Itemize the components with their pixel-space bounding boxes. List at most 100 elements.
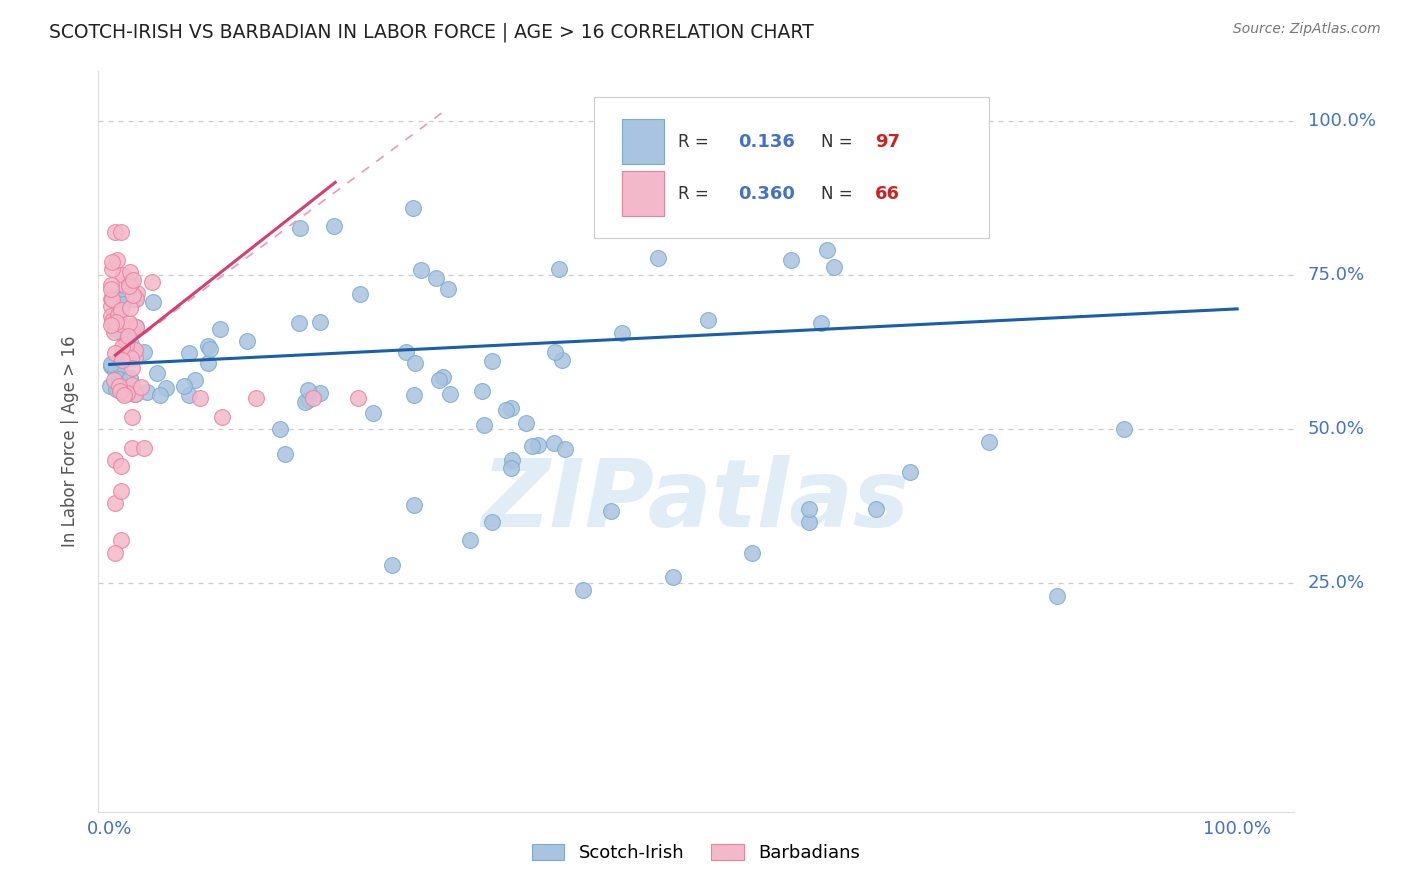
Point [554,442,576,457]
Point [103,290,125,304]
Point [100,299,122,313]
Point [308,385,330,400]
Point [108,379,131,393]
Point [297,383,319,397]
Point [115,328,138,343]
Point [118,301,141,315]
Point [600,504,623,518]
Point [110,459,132,474]
Point [104,345,127,359]
Point [100,357,122,371]
Point [117,329,139,343]
Point [100,318,122,332]
Point [177,345,200,359]
Point [121,378,143,392]
Point [108,359,131,373]
Point [1114,422,1136,436]
Point [208,321,231,335]
Point [515,416,537,430]
Point [404,356,426,370]
Point [273,447,295,461]
Point [146,367,169,381]
Text: 50.0%: 50.0% [1308,420,1365,438]
Text: 25.0%: 25.0% [1308,574,1365,592]
Point [198,343,221,357]
Point [287,316,309,330]
Point [114,334,136,348]
Point [309,315,332,329]
Point [100,292,122,306]
Point [481,515,503,529]
Text: SCOTCH-IRISH VS BARBADIAN IN LABOR FORCE | AGE > 16 CORRELATION CHART: SCOTCH-IRISH VS BARBADIAN IN LABOR FORCE… [49,22,814,42]
Point [121,409,143,424]
Legend: Scotch-Irish, Barbadians: Scotch-Irish, Barbadians [524,837,868,870]
Text: 0.136: 0.136 [738,133,794,151]
Point [662,570,685,584]
Point [135,384,157,399]
Point [647,251,669,265]
Point [104,546,127,560]
Point [108,384,131,398]
Point [114,338,136,352]
Point [551,353,574,368]
Point [612,326,634,340]
Point [1046,589,1069,603]
Point [142,294,165,309]
Point [481,353,503,368]
Point [460,533,482,548]
Point [124,319,146,334]
Point [101,314,124,328]
Point [572,582,595,597]
Point [470,384,492,399]
Text: 97: 97 [876,133,900,151]
Point [111,268,134,283]
Point [741,546,763,560]
Point [543,436,565,450]
Point [118,265,141,279]
Point [103,310,125,324]
Point [548,262,571,277]
Point [101,254,124,268]
Point [121,360,143,375]
Point [501,401,523,416]
Point [100,310,122,324]
Text: N =: N = [821,133,858,151]
Point [425,271,447,285]
Point [111,352,134,367]
Point [117,340,139,354]
Point [122,273,145,287]
Point [125,290,148,304]
Point [103,326,125,340]
Point [120,277,142,291]
Point [132,441,155,455]
Point [823,260,845,274]
Point [129,380,152,394]
FancyBboxPatch shape [621,171,664,216]
Point [520,438,543,452]
Point [101,261,124,276]
Point [124,350,146,364]
Point [104,382,127,396]
Point [111,340,134,354]
Point [104,315,127,329]
Point [100,278,122,293]
Text: ZIPatlas: ZIPatlas [482,455,910,547]
Point [120,336,142,351]
Point [797,515,820,529]
Point [211,409,233,424]
Point [108,372,131,386]
Point [141,275,163,289]
Point [110,302,132,317]
Point [124,387,146,401]
Point [124,386,146,401]
Point [815,243,838,257]
Point [294,394,316,409]
Point [101,292,124,306]
Point [107,308,129,322]
Point [429,373,451,387]
Point [111,327,134,342]
Point [288,221,311,235]
Point [437,282,460,296]
Point [361,406,384,420]
Point [118,316,141,330]
